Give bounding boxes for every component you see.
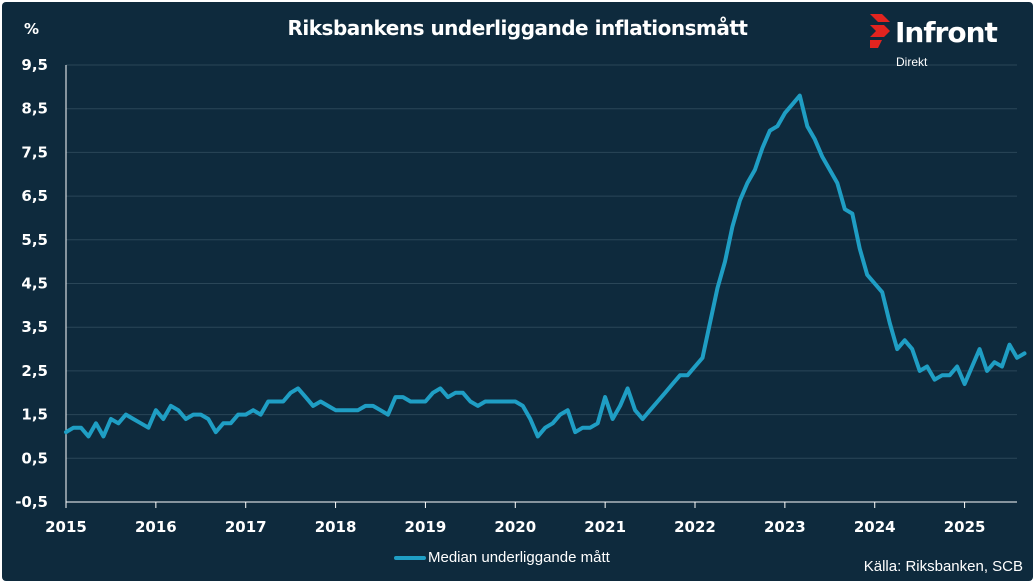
y-tick-label: 2,5 <box>21 362 48 380</box>
y-tick-label: 5,5 <box>21 231 48 249</box>
x-tick-labels: 2015 2016 2017 2018 2019 2020 2021 2022 2023 2024… <box>45 518 985 536</box>
x-tick-label: 2024 <box>854 518 896 536</box>
y-tick-label: 7,5 <box>21 143 48 161</box>
y-tick-label: 1,5 <box>21 406 48 424</box>
x-tick-label: 2016 <box>135 518 177 536</box>
grid-lines <box>66 64 1017 459</box>
x-tick-label: 2018 <box>315 518 357 536</box>
logo-text: Infront <box>895 16 998 49</box>
series-line-median <box>64 93 1027 439</box>
y-axis-label: % <box>24 20 39 38</box>
infront-logo: Infront Direkt <box>868 14 1028 74</box>
infront-logo-icon <box>870 14 890 48</box>
y-tick-label: 9,5 <box>21 56 48 74</box>
x-tick-label: 2023 <box>764 518 806 536</box>
x-tick-label: 2025 <box>944 518 986 536</box>
y-tick-labels: -0,5 0,5 1,5 2,5 3,5 4,5 5,5 6,5 7,5 8,5 9,5 <box>15 56 48 511</box>
x-tick-label: 2021 <box>584 518 626 536</box>
axes: % <box>24 20 1017 508</box>
y-tick-label: 8,5 <box>21 100 48 118</box>
y-tick-label: 3,5 <box>21 318 48 336</box>
y-tick-label: 6,5 <box>21 187 48 205</box>
logo-subtext: Direkt <box>896 55 928 69</box>
source-note: Källa: Riksbanken, SCB <box>863 558 1023 575</box>
chart-title: Riksbankens underliggande inflationsmått <box>287 16 749 40</box>
legend-label: Median underliggande mått <box>428 549 610 566</box>
x-tick-label: 2017 <box>225 518 267 536</box>
legend: Median underliggande mått <box>394 549 610 566</box>
legend-swatch <box>394 556 426 561</box>
y-tick-label: 0,5 <box>21 449 48 467</box>
x-tick-label: 2022 <box>674 518 716 536</box>
x-tick-label: 2019 <box>405 518 447 536</box>
x-tick-label: 2020 <box>494 518 536 536</box>
y-tick-label: -0,5 <box>15 493 48 511</box>
x-tick-label: 2015 <box>45 518 87 536</box>
y-tick-label: 4,5 <box>21 275 48 293</box>
